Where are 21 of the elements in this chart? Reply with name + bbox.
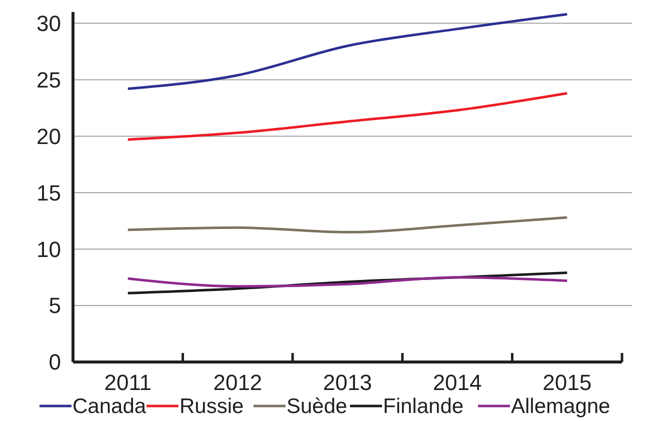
y-tick-label: 20 [36,124,61,149]
line-series [126,216,568,234]
line-series [126,276,568,288]
legend-label: Finlande [383,395,464,418]
y-tick-label: 5 [48,293,61,318]
legend-label: Allemagne [511,395,610,418]
line-series [126,13,568,90]
x-tick-label: 2014 [432,370,482,395]
legend-label: Suède [286,395,348,418]
y-tick-label: 10 [36,236,61,262]
x-tick-label: 2015 [542,370,592,395]
y-tick-label: 0 [48,350,61,375]
x-tick-label: 2013 [323,370,372,395]
x-tick-label: 2012 [213,370,262,395]
legend-label: Russie [180,395,244,418]
legend-label: Canada [72,395,146,418]
y-tick-label: 25 [36,67,61,92]
x-tick-label: 2011 [104,370,152,395]
y-tick-label: 15 [36,180,61,206]
y-tick-label: 30 [36,10,61,36]
line-series [126,92,568,141]
